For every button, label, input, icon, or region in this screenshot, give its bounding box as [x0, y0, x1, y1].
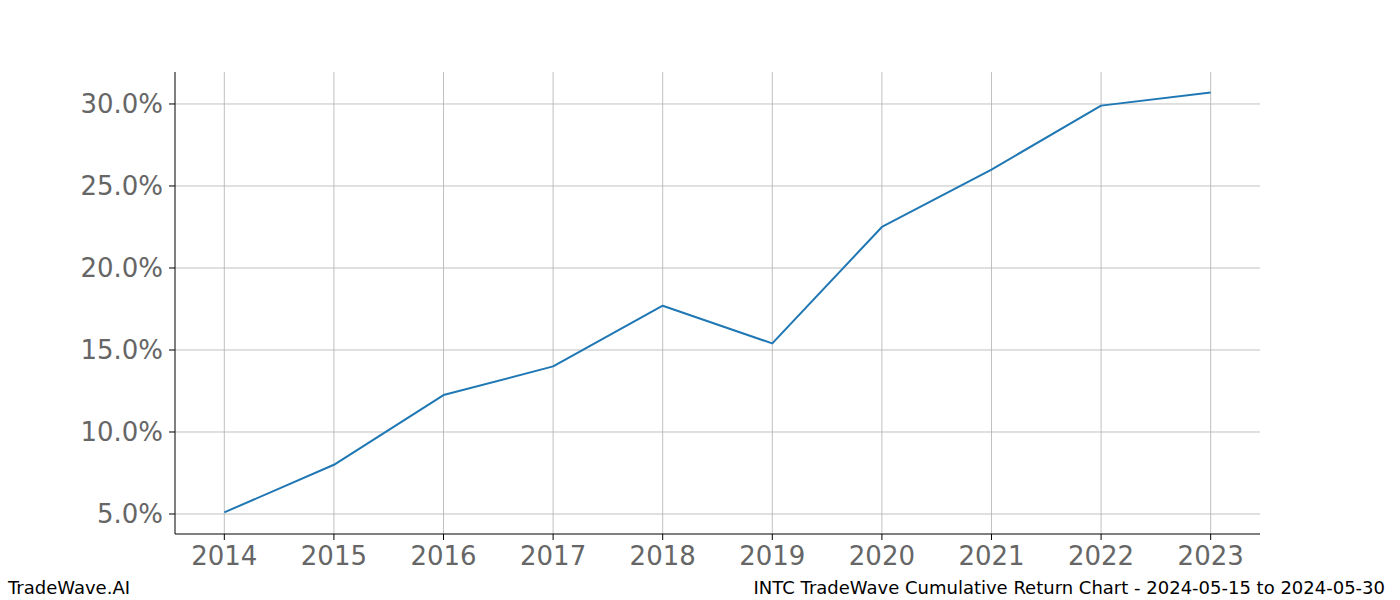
y-axis — [175, 72, 176, 534]
tick — [169, 103, 175, 104]
tick — [169, 349, 175, 350]
tick-label: 2020 — [849, 541, 915, 571]
tick — [1101, 534, 1102, 540]
tick-label: 20.0% — [80, 253, 163, 283]
tick-label: 15.0% — [80, 335, 163, 365]
tick-label: 10.0% — [80, 417, 163, 447]
tick-label: 2022 — [1068, 541, 1134, 571]
grid-line — [1101, 72, 1102, 534]
tick-label: 2018 — [630, 541, 696, 571]
tick-label: 5.0% — [97, 499, 163, 529]
tick — [772, 534, 773, 540]
grid-line — [772, 72, 773, 534]
grid-line — [1210, 72, 1211, 534]
tick-label: 25.0% — [80, 171, 163, 201]
tick-label: 2021 — [958, 541, 1024, 571]
data-line — [224, 93, 1210, 513]
tick — [553, 534, 554, 540]
tick-label: 2019 — [739, 541, 805, 571]
tick — [169, 513, 175, 514]
tick — [1210, 534, 1211, 540]
tick — [169, 185, 175, 186]
chart: 2014 2015 2016 2017 2018 2019 2020 2021 2022 2023… — [0, 0, 1400, 600]
plot-area — [224, 93, 1210, 513]
tick — [333, 534, 334, 540]
grid-line — [175, 103, 1260, 104]
tick-label: 30.0% — [80, 89, 163, 119]
grid-line — [175, 431, 1260, 432]
tick — [991, 534, 992, 540]
x-axis — [175, 534, 1260, 535]
tick — [443, 534, 444, 540]
tick-label: 2015 — [301, 541, 367, 571]
tick — [224, 534, 225, 540]
grid-line — [175, 513, 1260, 514]
grid-line — [224, 72, 225, 534]
grid-line — [662, 72, 663, 534]
tick-label: 2023 — [1178, 541, 1244, 571]
tick — [169, 267, 175, 268]
grid — [175, 72, 1260, 534]
title: INTC TradeWave Cumulative Return Chart -… — [754, 577, 1385, 598]
grid-line — [175, 185, 1260, 186]
tick — [881, 534, 882, 540]
tick-label: 2016 — [410, 541, 476, 571]
tick — [169, 431, 175, 432]
tick-label: 2017 — [520, 541, 586, 571]
tick — [662, 534, 663, 540]
grid-line — [175, 267, 1260, 268]
grid-line — [991, 72, 992, 534]
grid-line — [553, 72, 554, 534]
grid-line — [175, 349, 1260, 350]
source: TradeWave.AI — [7, 577, 130, 598]
grid-line — [443, 72, 444, 534]
tick-label: 2014 — [191, 541, 257, 571]
grid-line — [881, 72, 882, 534]
